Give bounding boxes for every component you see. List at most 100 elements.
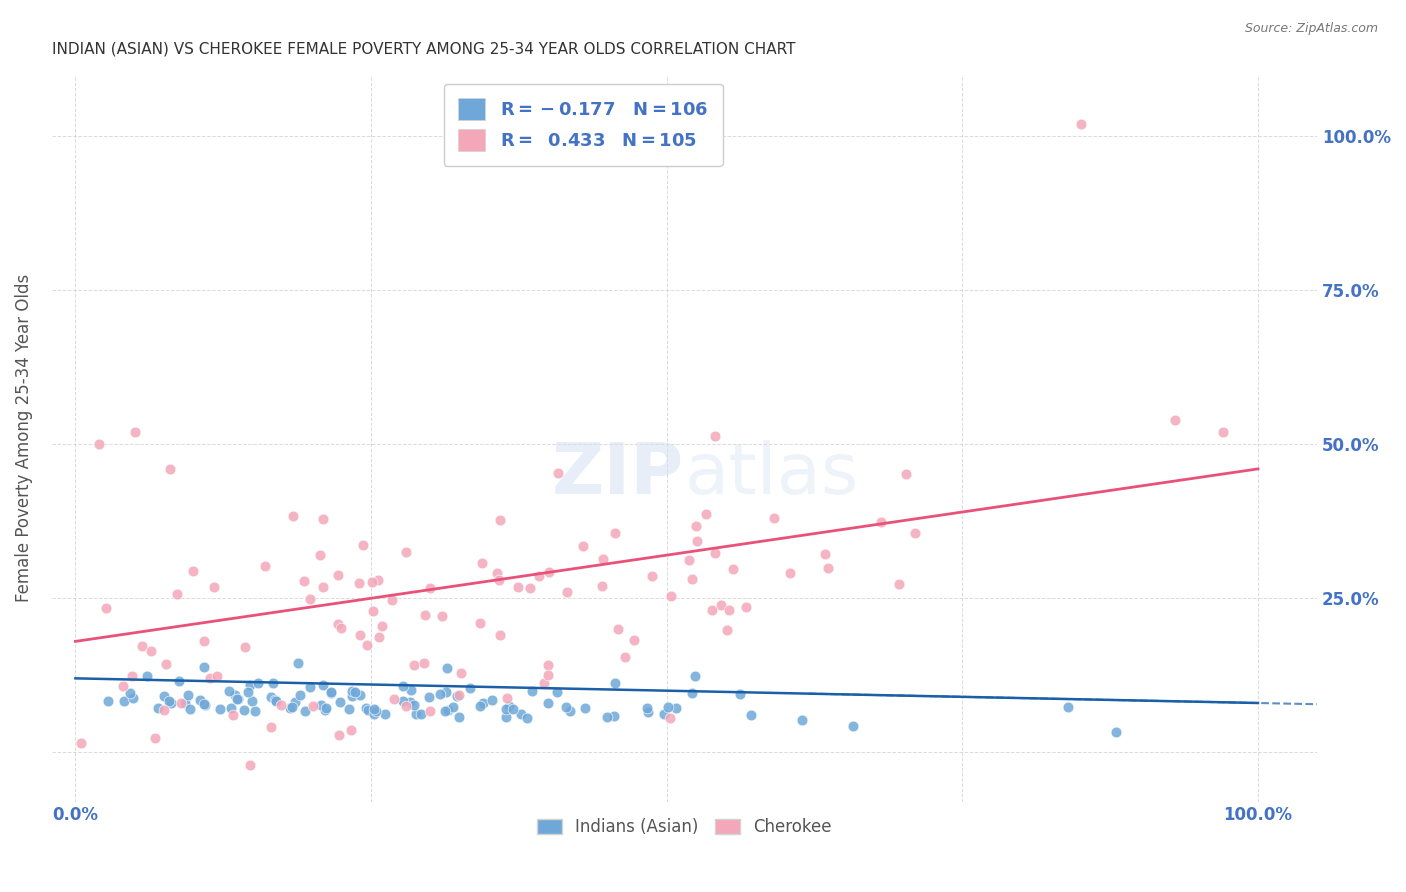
Point: [683, 669, 706, 683]
Point: [509, 707, 531, 722]
Point: [665, 701, 688, 715]
Point: [222, 708, 245, 723]
Point: [270, 698, 292, 713]
Point: [502, 701, 524, 715]
Text: INDIAN (ASIAN) VS CHEROKEE FEMALE POVERTY AMONG 25-34 YEAR OLDS CORRELATION CHAR: INDIAN (ASIAN) VS CHEROKEE FEMALE POVERT…: [52, 42, 796, 57]
Point: [792, 714, 814, 728]
Point: [702, 603, 724, 617]
Point: [143, 731, 166, 746]
Point: [537, 696, 560, 710]
Point: [592, 551, 614, 566]
Point: [260, 690, 283, 705]
Point: [678, 553, 700, 567]
Point: [641, 568, 664, 582]
Point: [200, 671, 222, 685]
Point: [193, 633, 215, 648]
Point: [446, 689, 468, 703]
Y-axis label: Female Poverty Among 25-34 Year Olds: Female Poverty Among 25-34 Year Olds: [15, 274, 32, 602]
Point: [522, 683, 544, 698]
Point: [614, 649, 637, 664]
Point: [603, 709, 626, 723]
Point: [356, 638, 378, 652]
Point: [290, 688, 312, 702]
Point: [703, 428, 725, 442]
Point: [623, 633, 645, 648]
Point: [870, 515, 893, 529]
Point: [404, 657, 426, 672]
Point: [471, 556, 494, 570]
Point: [686, 534, 709, 549]
Point: [157, 693, 180, 707]
Point: [411, 706, 433, 721]
Point: [659, 711, 682, 725]
Point: [298, 680, 321, 694]
Point: [226, 691, 249, 706]
Point: [471, 696, 494, 710]
Point: [193, 697, 215, 711]
Point: [96, 601, 118, 615]
Point: [1164, 412, 1187, 426]
Point: [1105, 725, 1128, 739]
Point: [166, 587, 188, 601]
Point: [401, 682, 423, 697]
Point: [652, 706, 675, 721]
Point: [240, 694, 263, 708]
Point: [657, 700, 679, 714]
Point: [226, 691, 249, 706]
Point: [519, 581, 541, 595]
Point: [283, 508, 305, 523]
Point: [405, 707, 427, 722]
Point: [434, 685, 457, 699]
Point: [485, 566, 508, 580]
Point: [97, 694, 120, 708]
Point: [339, 723, 361, 737]
Point: [218, 684, 240, 698]
Point: [312, 580, 335, 594]
Point: [328, 727, 350, 741]
Point: [343, 685, 366, 699]
Point: [112, 693, 135, 707]
Point: [685, 519, 707, 533]
Point: [710, 598, 733, 612]
Point: [254, 558, 277, 573]
Point: [194, 698, 217, 713]
Point: [402, 698, 425, 712]
Point: [340, 689, 363, 703]
Point: [361, 575, 384, 590]
Point: [904, 525, 927, 540]
Point: [208, 702, 231, 716]
Point: [118, 686, 141, 700]
Point: [87, 437, 110, 451]
Point: [596, 709, 619, 723]
Point: [299, 591, 322, 606]
Point: [352, 538, 374, 552]
Point: [326, 568, 349, 582]
Point: [1056, 699, 1078, 714]
Point: [342, 684, 364, 698]
Point: [413, 657, 436, 671]
Point: [287, 656, 309, 670]
Point: [730, 687, 752, 701]
Point: [264, 694, 287, 708]
Point: [239, 757, 262, 772]
Point: [315, 701, 337, 715]
Point: [558, 704, 581, 718]
Point: [239, 678, 262, 692]
Point: [436, 703, 458, 717]
Text: atlas: atlas: [685, 440, 859, 509]
Point: [896, 467, 918, 482]
Point: [468, 698, 491, 713]
Point: [842, 719, 865, 733]
Point: [489, 627, 512, 641]
Point: [735, 599, 758, 614]
Point: [284, 695, 307, 709]
Point: [606, 622, 628, 636]
Point: [395, 545, 418, 559]
Point: [392, 680, 415, 694]
Point: [357, 703, 380, 717]
Legend: Indians (Asian), Cherokee: Indians (Asian), Cherokee: [529, 809, 841, 844]
Point: [264, 692, 287, 706]
Point: [136, 669, 159, 683]
Point: [527, 569, 550, 583]
Point: [1212, 425, 1234, 439]
